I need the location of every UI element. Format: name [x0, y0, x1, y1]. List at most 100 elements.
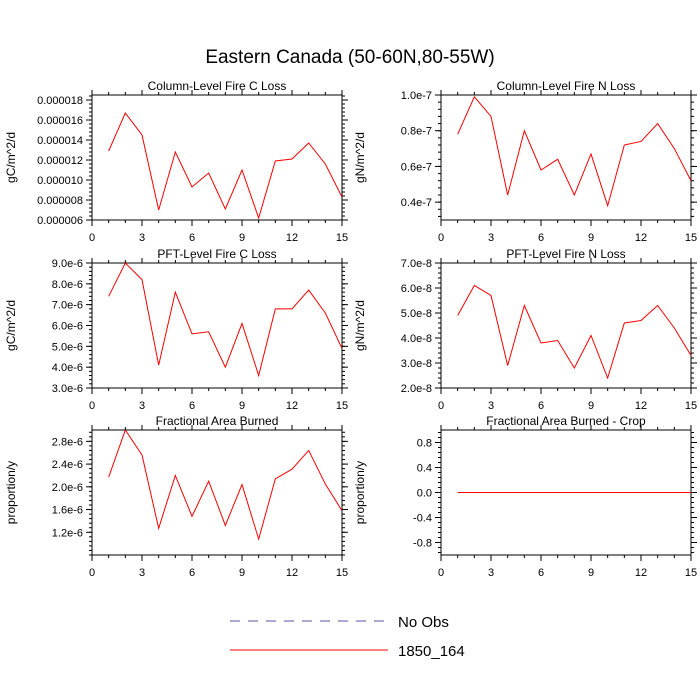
- x-tick-label: 3: [488, 232, 494, 244]
- plot-frame: [91, 429, 343, 556]
- plot-frame: [91, 262, 343, 389]
- y-tick-label: 3.0e-6: [52, 383, 83, 395]
- plot-frame: [440, 262, 692, 389]
- y-tick-label: 0.6e-7: [401, 161, 432, 173]
- panel-1: Column-Level Fire C Loss gC/m^2/d 0 3 6 9 12 15…: [4, 79, 348, 244]
- y-tick-label: 1.0e-7: [401, 90, 432, 102]
- x-tick-label: 6: [538, 232, 544, 244]
- y-tick-label: 0.4e-7: [401, 197, 432, 209]
- y-tick-label: 2.8e-6: [52, 436, 83, 448]
- y-tick-label: 0.000010: [37, 175, 83, 187]
- panel-4: PFT-Level Fire N Loss gN/m^2/d 0 3 6 9 12 15 2.0…: [353, 247, 697, 412]
- x-tick-label: 12: [286, 232, 298, 244]
- x-tick-label: 6: [189, 400, 195, 412]
- x-tick-label: 12: [286, 400, 298, 412]
- panel-title: Column-Level Fire N Loss: [497, 79, 636, 93]
- panel-title: PFT-Level Fire C Loss: [157, 247, 276, 261]
- x-tick-label: 12: [635, 232, 647, 244]
- x-tick-label: 12: [286, 567, 298, 579]
- legend-label-1850-164: 1850_164: [398, 643, 465, 660]
- x-tick-label: 3: [488, 400, 494, 412]
- plot-frame: [91, 94, 343, 221]
- y-tick-label: -0.8: [413, 538, 432, 550]
- y-tick-label: 5.0e-6: [52, 341, 83, 353]
- y-tick-label: 0.000018: [37, 95, 83, 107]
- y-tick-label: 0.000016: [37, 115, 83, 127]
- figure-title: Eastern Canada (50-60N,80-55W): [205, 47, 494, 68]
- series-line-1850_164: [457, 95, 691, 208]
- x-tick-label: 9: [239, 232, 245, 244]
- y-tick-label: 2.0e-6: [52, 482, 83, 494]
- x-tick-label: 6: [189, 232, 195, 244]
- y-tick-label: 3.0e-8: [401, 358, 432, 370]
- y-tick-label: 0.8e-7: [401, 126, 432, 138]
- x-tick-label: 0: [438, 567, 444, 579]
- panel-6: Fractional Area Burned - Crop proportion/…: [353, 414, 697, 579]
- y-tick-label: 5.0e-8: [401, 308, 432, 320]
- x-tick-label: 0: [89, 567, 95, 579]
- series-line-1850_164: [457, 284, 691, 380]
- x-tick-label: 0: [438, 400, 444, 412]
- series-line-1850_164: [108, 112, 342, 220]
- y-axis-label: gC/m^2/d: [4, 300, 18, 351]
- x-tick-label: 9: [588, 232, 594, 244]
- x-tick-label: 15: [685, 232, 697, 244]
- x-tick-label: 9: [588, 400, 594, 412]
- y-tick-label: 1.2e-6: [52, 527, 83, 539]
- x-tick-label: 3: [488, 567, 494, 579]
- panel-title: PFT-Level Fire N Loss: [506, 247, 625, 261]
- x-tick-label: 6: [538, 400, 544, 412]
- y-axis-label: gN/m^2/d: [353, 300, 367, 351]
- panel-title: Fractional Area Burned - Crop: [486, 414, 646, 428]
- panel-3: PFT-Level Fire C Loss gC/m^2/d 0 3 6 9 12 15 3.0…: [4, 247, 348, 412]
- x-tick-label: 12: [635, 400, 647, 412]
- y-axis-label: gN/m^2/d: [353, 132, 367, 183]
- y-axis-label: proportion/y: [353, 461, 367, 524]
- y-tick-label: 4.0e-8: [401, 333, 432, 345]
- y-tick-label: 0.000006: [37, 215, 83, 227]
- x-tick-label: 15: [336, 232, 348, 244]
- panel-5: Fractional Area Burned proportion/y 0 3 6 9 12…: [4, 414, 348, 579]
- y-tick-label: 1.6e-6: [52, 505, 83, 517]
- series-line-1850_164: [108, 263, 342, 378]
- x-tick-label: 3: [139, 567, 145, 579]
- x-tick-label: 15: [685, 567, 697, 579]
- x-tick-label: 15: [685, 400, 697, 412]
- y-tick-label: -0.4: [413, 513, 432, 525]
- y-tick-label: 0.000014: [37, 135, 83, 147]
- x-tick-label: 9: [588, 567, 594, 579]
- y-tick-label: 0.8: [417, 438, 432, 450]
- y-tick-label: 0.000012: [37, 155, 83, 167]
- y-tick-label: 0.000008: [37, 195, 83, 207]
- x-tick-label: 6: [538, 567, 544, 579]
- x-tick-label: 15: [336, 400, 348, 412]
- y-tick-label: 7.0e-8: [401, 258, 432, 270]
- panel-title: Column-Level Fire C Loss: [148, 79, 287, 93]
- panel-title: Fractional Area Burned: [156, 414, 279, 428]
- panel-2: Column-Level Fire N Loss gN/m^2/d 0 3 6 9 12 15…: [353, 79, 697, 244]
- y-tick-label: 0.4: [417, 463, 432, 475]
- x-tick-label: 15: [336, 567, 348, 579]
- x-tick-label: 9: [239, 400, 245, 412]
- x-tick-label: 12: [635, 567, 647, 579]
- y-tick-label: 7.0e-6: [52, 300, 83, 312]
- panels: Column-Level Fire C Loss gC/m^2/d 0 3 6 9 12 15…: [4, 79, 697, 579]
- x-tick-label: 0: [89, 400, 95, 412]
- y-tick-label: 0.0: [417, 488, 432, 500]
- y-tick-label: 2.0e-8: [401, 383, 432, 395]
- x-tick-label: 3: [139, 400, 145, 412]
- y-tick-label: 9.0e-6: [52, 258, 83, 270]
- y-axis-label: gC/m^2/d: [4, 132, 18, 183]
- y-tick-label: 6.0e-8: [401, 283, 432, 295]
- legend: No Obs 1850_164: [230, 614, 465, 660]
- y-axis-label: proportion/y: [4, 461, 18, 524]
- legend-label-no-obs: No Obs: [398, 614, 449, 631]
- x-tick-label: 6: [189, 567, 195, 579]
- y-tick-label: 6.0e-6: [52, 321, 83, 333]
- y-tick-label: 8.0e-6: [52, 279, 83, 291]
- x-tick-label: 0: [89, 232, 95, 244]
- x-tick-label: 3: [139, 232, 145, 244]
- x-tick-label: 0: [438, 232, 444, 244]
- plot-frame: [440, 94, 692, 221]
